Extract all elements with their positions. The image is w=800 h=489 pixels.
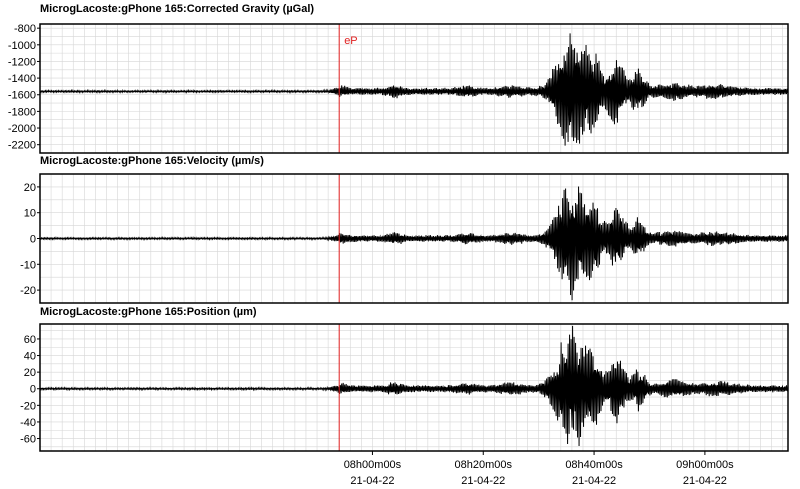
y-tick-label: -10 bbox=[20, 259, 36, 271]
panel-frame-2 bbox=[39, 173, 789, 304]
panel-title-1: MicrogLacoste:gPhone 165:Corrected Gravi… bbox=[40, 3, 314, 15]
panel-title-2: MicrogLacoste:gPhone 165:Velocity (µm/s) bbox=[40, 155, 264, 167]
x-tick-label: 09h00m00s bbox=[676, 459, 734, 471]
y-tick-label: -20 bbox=[20, 285, 36, 297]
y-tick-label: -1800 bbox=[8, 106, 36, 118]
x-date-label: 21-04-22 bbox=[461, 475, 505, 487]
y-tick-label: 60 bbox=[24, 334, 36, 346]
x-date-label: 21-04-22 bbox=[683, 475, 727, 487]
event-marker-label: eP bbox=[344, 35, 357, 47]
panel-frame-1 bbox=[39, 23, 789, 154]
y-tick-label: -2000 bbox=[8, 123, 36, 135]
y-tick-label: 10 bbox=[24, 208, 36, 220]
y-tick-label: -20 bbox=[20, 400, 36, 412]
y-tick-label: -2200 bbox=[8, 140, 36, 152]
y-tick-label: 0 bbox=[30, 234, 36, 246]
waveform-trace-1 bbox=[39, 33, 789, 146]
x-tick-label: 08h00m00s bbox=[344, 459, 402, 471]
waveform-trace-3 bbox=[39, 325, 789, 446]
y-tick-label: -1400 bbox=[8, 73, 36, 85]
y-tick-label: -800 bbox=[14, 23, 36, 35]
y-tick-label: 20 bbox=[24, 182, 36, 194]
y-tick-label: 40 bbox=[24, 351, 36, 363]
y-tick-label: -1200 bbox=[8, 56, 36, 68]
panel-frame-3 bbox=[39, 323, 789, 452]
y-tick-label: -60 bbox=[20, 434, 36, 446]
y-tick-label: 0 bbox=[30, 384, 36, 396]
y-tick-label: -40 bbox=[20, 417, 36, 429]
x-date-label: 21-04-22 bbox=[350, 475, 394, 487]
waveform-trace-2 bbox=[39, 186, 789, 301]
y-tick-label: 20 bbox=[24, 367, 36, 379]
x-date-label: 21-04-22 bbox=[572, 475, 616, 487]
y-tick-label: -1000 bbox=[8, 40, 36, 52]
x-tick-label: 08h20m00s bbox=[455, 459, 513, 471]
x-tick-label: 08h40m00s bbox=[565, 459, 623, 471]
y-tick-label: -1600 bbox=[8, 90, 36, 102]
panel-title-3: MicrogLacoste:gPhone 165:Position (µm) bbox=[40, 306, 257, 318]
